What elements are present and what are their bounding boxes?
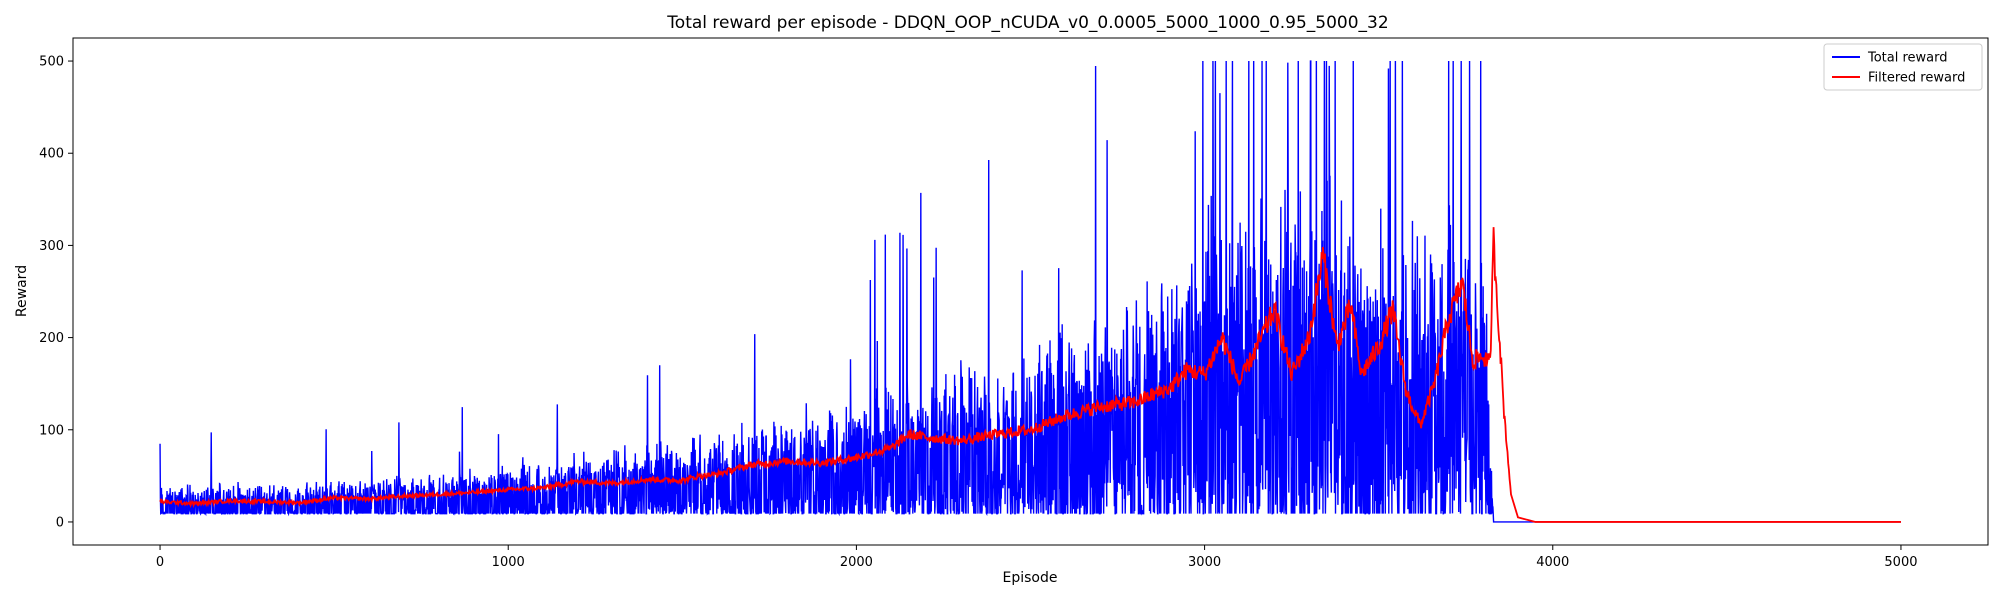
series-filtered-reward-line: [159, 227, 1901, 523]
y-tick-label: 200: [39, 331, 64, 346]
y-tick-label: 100: [39, 423, 64, 438]
y-tick-label: 500: [39, 55, 64, 70]
y-tick-label: 300: [39, 239, 64, 254]
x-tick-label: 2000: [840, 555, 873, 570]
plot-frame: [72, 37, 1989, 546]
y-axis-label: Reward: [14, 265, 30, 317]
y-tick-label: 400: [39, 147, 64, 162]
plot-area: [159, 60, 1901, 523]
chart-title: Total reward per episode - DDQN_OOP_nCUD…: [666, 13, 1388, 33]
legend: Total reward Filtered reward: [1823, 43, 1983, 91]
legend-label: Total reward: [1867, 51, 1948, 66]
x-tick-label: 0: [156, 555, 164, 570]
y-tick-label: 0: [56, 515, 64, 530]
legend-box: [1823, 43, 1983, 91]
x-tick-label: 1000: [492, 555, 525, 570]
axes: 0 1000 2000 3000 4000 5000 0 100 200 300 400 500: [39, 55, 1917, 570]
x-tick-label: 3000: [1188, 555, 1221, 570]
x-axis-label: Episode: [1003, 570, 1058, 586]
x-tick-label: 4000: [1536, 555, 1569, 570]
x-tick-label: 5000: [1884, 555, 1917, 570]
legend-label: Filtered reward: [1868, 71, 1965, 86]
